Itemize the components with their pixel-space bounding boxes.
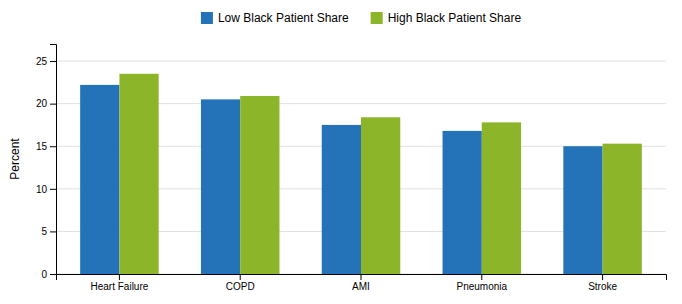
- bar: [80, 85, 119, 274]
- bar: [563, 146, 602, 274]
- x-tick-label: AMI: [352, 281, 370, 292]
- y-tick-label: 0: [41, 269, 47, 280]
- y-tick-mark: [50, 146, 56, 147]
- y-axis: 0 5 10 15 20 25: [36, 45, 57, 280]
- y-tick: 20: [36, 98, 56, 109]
- x-tick-mark: [361, 274, 362, 280]
- y-tick: 5: [41, 226, 56, 237]
- bar: [322, 125, 361, 274]
- x-tick-mark: [602, 274, 603, 280]
- bar: [361, 117, 400, 274]
- bar: [443, 131, 482, 274]
- y-axis-title: Percent: [8, 138, 22, 180]
- x-tick: COPD: [226, 274, 255, 292]
- x-tick: Heart Failure: [91, 274, 149, 292]
- y-tick-mark: [50, 104, 56, 105]
- legend-item: High Black Patient Share: [371, 11, 522, 25]
- plot: 0 5 10 15 20 25 Heart Failure COPD AMI Pneumonia S…: [36, 45, 667, 293]
- y-tick: 10: [36, 184, 56, 195]
- x-tick-mark: [481, 274, 482, 280]
- legend-swatch: [201, 12, 213, 24]
- x-tick: Pneumonia: [456, 274, 507, 292]
- y-tick-label: 5: [41, 226, 47, 237]
- legend-label: Low Black Patient Share: [218, 11, 349, 25]
- x-axis-line: [57, 275, 667, 281]
- grid-line: [56, 61, 666, 62]
- x-axis: Heart Failure COPD AMI Pneumonia Stroke: [57, 274, 667, 292]
- y-tick-mark: [50, 231, 56, 232]
- y-tick-label: 25: [36, 56, 48, 67]
- bar: [201, 99, 240, 274]
- grid: [56, 61, 666, 274]
- bars: [80, 74, 642, 274]
- y-tick-label: 10: [36, 184, 48, 195]
- legend-swatch: [371, 12, 383, 24]
- x-tick-label: COPD: [226, 281, 255, 292]
- bar: [603, 144, 642, 274]
- x-tick: Stroke: [588, 274, 617, 292]
- chart: 0 5 10 15 20 25 Heart Failure COPD AMI Pneumonia S…: [0, 0, 682, 304]
- x-tick-mark: [240, 274, 241, 280]
- x-tick: AMI: [352, 274, 370, 292]
- bar: [240, 96, 279, 274]
- x-tick-label: Heart Failure: [91, 281, 149, 292]
- legend-item: Low Black Patient Share: [201, 11, 349, 25]
- bar: [482, 122, 521, 274]
- y-tick-mark: [50, 274, 56, 275]
- x-tick-mark: [119, 274, 120, 280]
- bar: [119, 74, 158, 274]
- y-tick-mark: [50, 189, 56, 190]
- y-tick: 0: [41, 269, 56, 280]
- y-tick: 25: [36, 56, 56, 67]
- y-tick-label: 20: [36, 98, 48, 109]
- x-tick-label: Stroke: [588, 281, 617, 292]
- legend-label: High Black Patient Share: [388, 11, 522, 25]
- x-tick-label: Pneumonia: [456, 281, 507, 292]
- y-tick: 15: [36, 141, 56, 152]
- y-axis-line: [50, 45, 57, 275]
- bar-series: [119, 74, 641, 274]
- legend: Low Black Patient Share High Black Patien…: [201, 11, 521, 25]
- y-tick-mark: [50, 61, 56, 62]
- y-tick-label: 15: [36, 141, 48, 152]
